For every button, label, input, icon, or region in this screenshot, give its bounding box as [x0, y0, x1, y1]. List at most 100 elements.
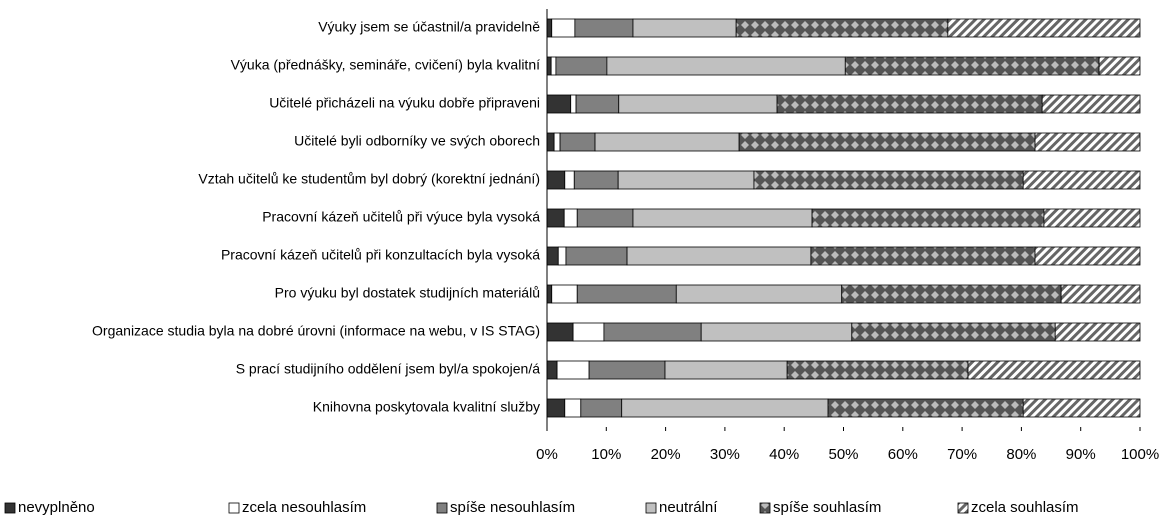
legend-swatch	[4, 502, 16, 514]
bar-segment	[841, 284, 1062, 304]
bar-segment	[675, 284, 843, 304]
bar-segment	[776, 94, 1043, 114]
bar-segment	[1041, 94, 1141, 114]
legend-swatch	[645, 502, 657, 514]
bar-segment	[967, 360, 1141, 380]
y-tick-label: Pro výuku byl dostatek studijních materi…	[275, 285, 540, 301]
legend-swatch	[759, 502, 771, 514]
x-tick-label: 10%	[591, 446, 621, 463]
bar-segment	[559, 132, 596, 152]
bar-segment	[555, 56, 608, 76]
x-tick-label: 30%	[710, 446, 740, 463]
bar-segment	[738, 132, 1036, 152]
bar-segment	[546, 56, 552, 76]
bar-segment	[735, 18, 949, 38]
y-tick-label: Učitelé přicházeli na výuku dobře připra…	[269, 95, 540, 111]
legend-label: zcela nesouhlasím	[242, 499, 366, 516]
bar-segment	[1034, 132, 1141, 152]
bar-segment	[546, 18, 553, 38]
bar-segment	[632, 18, 737, 38]
bar-segment	[573, 170, 619, 190]
bar-segment	[572, 322, 605, 342]
bar-segment	[575, 94, 620, 114]
bar-segment	[546, 284, 553, 304]
bar-segment	[1054, 322, 1141, 342]
bar-segment	[844, 56, 1100, 76]
bar-segment	[546, 322, 574, 342]
y-tick-label: S prací studijního oddělení jsem byl/a s…	[236, 361, 541, 377]
legend-label: spíše nesouhlasím	[450, 499, 575, 516]
bar-segment	[570, 94, 577, 114]
x-tick-label: 100%	[1121, 446, 1159, 463]
bar-segment	[851, 322, 1056, 342]
y-tick-label: Knihovna poskytovala kvalitní služby	[313, 399, 540, 415]
bar-segment	[1098, 56, 1141, 76]
x-tick-label: 0%	[536, 446, 558, 463]
x-tick-label: 50%	[828, 446, 858, 463]
y-tick-label: Výuky jsem se účastnil/a pravidelně	[318, 19, 540, 35]
legend-label: nevyplněno	[18, 499, 95, 516]
y-tick-label: Učitelé byli odborníky ve svých oborech	[294, 133, 540, 149]
bar-segment	[576, 284, 677, 304]
bar-segment	[556, 360, 590, 380]
legend-swatch	[228, 502, 240, 514]
bar-segment	[1022, 170, 1141, 190]
bar-segment	[564, 398, 582, 418]
x-tick-label: 20%	[651, 446, 681, 463]
y-tick-label: Organizace studia byla na dobré úrovni (…	[92, 323, 540, 339]
bar-segment	[565, 246, 628, 266]
bar-segment	[551, 18, 576, 38]
x-tick-label: 40%	[769, 446, 799, 463]
bar-segment	[546, 360, 558, 380]
bar-segment	[664, 360, 788, 380]
bar-segment	[621, 398, 829, 418]
x-tick-label: 90%	[1066, 446, 1096, 463]
bar-segment	[546, 170, 566, 190]
bar-segment	[626, 246, 812, 266]
x-tick-label: 80%	[1006, 446, 1036, 463]
bar-segment	[546, 246, 559, 266]
y-tick-label: Vztah učitelů ke studentům byl dobrý (ko…	[198, 171, 540, 187]
bar-segment	[632, 208, 813, 228]
bar-segment	[546, 94, 572, 114]
y-tick-label: Pracovní kázeň učitelů při výuce byla vy…	[262, 209, 540, 225]
bar-segment	[810, 246, 1036, 266]
bar-segment	[553, 132, 561, 152]
bar-segment	[551, 284, 578, 304]
bar-segment	[618, 94, 778, 114]
bar-segment	[700, 322, 853, 342]
bar-segment	[1022, 398, 1141, 418]
bar-segment	[550, 56, 557, 76]
bar-segment	[557, 246, 567, 266]
bar-segment	[786, 360, 969, 380]
bar-segment	[1060, 284, 1141, 304]
bar-segment	[563, 208, 578, 228]
bar-segment	[564, 170, 575, 190]
y-tick-label: Pracovní kázeň učitelů při konzultacích …	[221, 247, 540, 263]
bar-segment	[574, 18, 634, 38]
legend-swatch	[957, 502, 969, 514]
y-tick-label: Výuka (přednášky, semináře, cvičení) byl…	[231, 57, 541, 73]
legend-label: neutrální	[659, 499, 718, 516]
legend-label: spíše souhlasím	[773, 499, 881, 516]
bar-segment	[947, 18, 1141, 38]
bar-segment	[606, 56, 846, 76]
bar-segment	[1043, 208, 1141, 228]
bar-segment	[811, 208, 1045, 228]
bar-segment	[603, 322, 702, 342]
bar-segment	[546, 132, 555, 152]
bar-segment	[594, 132, 740, 152]
legend-swatch	[436, 502, 448, 514]
x-tick-label: 60%	[888, 446, 918, 463]
legend-label: zcela souhlasím	[971, 499, 1079, 516]
x-tick-label: 70%	[947, 446, 977, 463]
bar-segment	[546, 398, 566, 418]
bar-segment	[827, 398, 1024, 418]
bar-segment	[617, 170, 755, 190]
bar-segment	[576, 208, 634, 228]
bar-segment	[1034, 246, 1141, 266]
bar-segment	[588, 360, 666, 380]
bar-segment	[580, 398, 623, 418]
bar-segment	[546, 208, 565, 228]
